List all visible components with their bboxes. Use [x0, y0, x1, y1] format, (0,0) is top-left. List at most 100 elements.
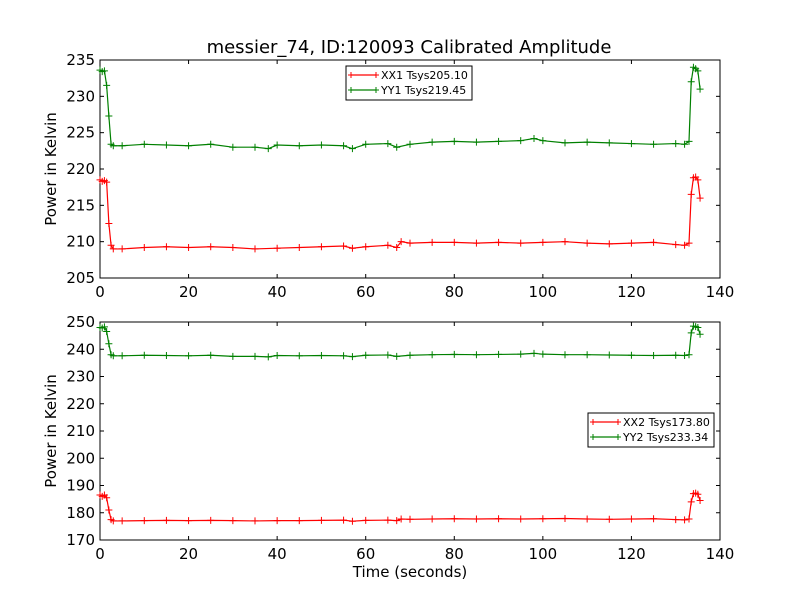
data-point: [583, 239, 591, 247]
data-point: [103, 81, 111, 89]
data-point: [384, 516, 392, 524]
data-point: [251, 517, 259, 525]
data-point: [340, 516, 348, 524]
data-point: [530, 349, 538, 357]
data-point: [251, 143, 259, 151]
data-point: [317, 352, 325, 360]
data-point: [207, 140, 215, 148]
data-point: [393, 352, 401, 360]
data-point: [109, 245, 117, 253]
data-point: [185, 142, 193, 150]
chart-title: messier_74, ID:120093 Calibrated Amplitu…: [207, 37, 612, 58]
data-point: [105, 340, 113, 348]
y-axis-label: Power in Kelvin: [42, 112, 60, 226]
data-point: [672, 241, 680, 249]
data-point: [229, 243, 237, 251]
data-point: [207, 243, 215, 251]
data-point: [362, 351, 370, 359]
data-point: [472, 138, 480, 146]
y-tick-label: 210: [66, 233, 95, 251]
data-point: [517, 350, 525, 358]
legend-marker: [348, 87, 379, 93]
data-point: [109, 517, 117, 525]
data-point: [561, 139, 569, 147]
legend-label: XX1 Tsys205.10: [381, 69, 468, 82]
data-point: [162, 352, 170, 360]
data-point: [681, 516, 689, 524]
data-point: [251, 352, 259, 360]
data-point: [162, 243, 170, 251]
data-point: [605, 515, 613, 523]
data-point: [650, 352, 658, 360]
data-point: [517, 137, 525, 145]
x-tick-label: 0: [95, 545, 105, 563]
y-axis-label: Power in Kelvin: [42, 374, 60, 488]
series-line: [99, 66, 701, 150]
data-point: [295, 517, 303, 525]
data-point: [348, 244, 356, 252]
data-point: [103, 328, 111, 336]
data-point: [583, 515, 591, 523]
data-point: [162, 516, 170, 524]
series-yy: [96, 322, 704, 361]
data-point: [264, 353, 272, 361]
data-point: [185, 517, 193, 525]
legend-box: [345, 65, 473, 101]
data-point: [393, 243, 401, 251]
data-point: [107, 241, 115, 249]
data-point: [428, 138, 436, 146]
data-point: [561, 351, 569, 359]
data-point: [583, 138, 591, 146]
legend-box: [587, 412, 715, 448]
data-point: [118, 352, 126, 360]
data-point: [450, 137, 458, 145]
data-point: [650, 515, 658, 523]
data-point: [539, 137, 547, 145]
x-tick-label: 140: [706, 283, 735, 301]
series-xx: [96, 173, 704, 253]
data-point: [627, 239, 635, 247]
data-point: [317, 141, 325, 149]
legend-label: XX2 Tsys173.80: [623, 416, 710, 429]
data-point: [348, 353, 356, 361]
data-point: [118, 517, 126, 525]
data-point: [687, 498, 695, 506]
data-point: [109, 352, 117, 360]
series-line: [99, 325, 701, 358]
data-point: [295, 243, 303, 251]
data-point: [687, 78, 695, 86]
data-point: [340, 352, 348, 360]
x-tick-label: 0: [95, 283, 105, 301]
data-point: [561, 238, 569, 246]
data-point: [406, 515, 414, 523]
y-tick-label: 225: [66, 124, 95, 142]
data-point: [295, 352, 303, 360]
data-point: [406, 239, 414, 247]
data-point: [685, 351, 693, 359]
data-point: [317, 243, 325, 251]
data-point: [273, 244, 281, 252]
data-point: [406, 351, 414, 359]
data-point: [264, 145, 272, 153]
data-point: [229, 143, 237, 151]
data-point: [295, 142, 303, 150]
y-tick-label: 235: [66, 51, 95, 69]
data-point: [450, 350, 458, 358]
data-point: [428, 515, 436, 523]
data-point: [105, 506, 113, 514]
x-tick-label: 80: [445, 283, 464, 301]
data-point: [140, 351, 148, 359]
y-tick-label: 230: [66, 368, 95, 386]
data-point: [472, 515, 480, 523]
data-point: [362, 243, 370, 251]
data-point: [397, 515, 405, 523]
data-point: [605, 240, 613, 248]
data-point: [348, 517, 356, 525]
data-point: [384, 140, 392, 148]
data-point: [561, 514, 569, 522]
x-tick-label: 100: [529, 283, 558, 301]
data-point: [118, 142, 126, 150]
x-tick-label: 20: [179, 283, 198, 301]
data-point: [140, 140, 148, 148]
data-point: [539, 238, 547, 246]
